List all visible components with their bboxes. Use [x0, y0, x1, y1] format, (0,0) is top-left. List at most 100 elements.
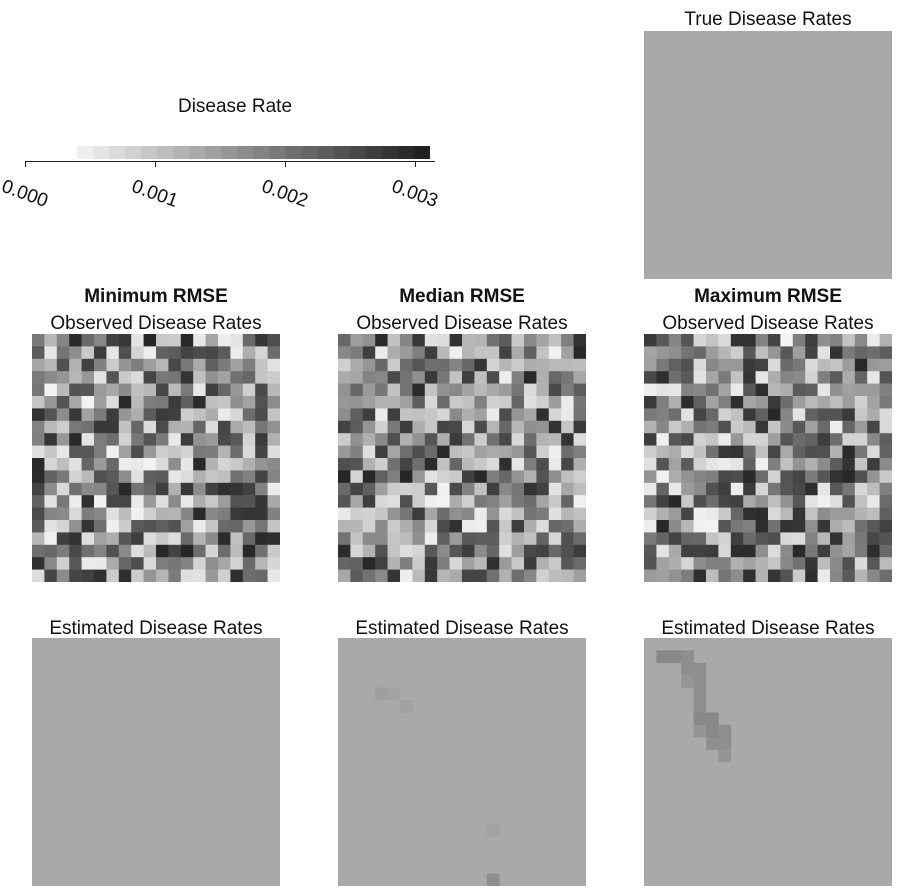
observed-cell — [644, 433, 657, 446]
colorbar-step — [109, 146, 126, 159]
observed-cell — [449, 408, 463, 422]
observed-cell — [143, 495, 157, 508]
observed-cell — [350, 358, 364, 372]
observed-cell — [118, 371, 132, 384]
observed-cell — [768, 383, 781, 397]
observed-cell — [718, 495, 732, 508]
observed-cell — [499, 532, 512, 546]
observed-cell — [548, 557, 562, 570]
observed-cell — [350, 569, 364, 582]
observed-cell — [168, 445, 182, 459]
observed-cell — [524, 532, 537, 546]
observed-cell — [449, 557, 463, 570]
observed-cell — [412, 371, 426, 384]
observed-cell — [412, 520, 426, 533]
observed-cell — [867, 520, 880, 533]
observed-cell — [830, 346, 843, 360]
observed-cell — [156, 520, 169, 533]
observed-cell — [437, 544, 450, 558]
observed-cell — [842, 557, 856, 570]
observed-cell — [536, 495, 550, 508]
observed-cell — [106, 408, 120, 422]
observed-cell — [548, 408, 562, 422]
observed-cell — [511, 420, 525, 434]
observed-cell — [768, 495, 781, 508]
observed-cell — [573, 383, 586, 397]
observed-cell — [180, 396, 194, 409]
observed-cell — [180, 433, 194, 446]
observed-cell — [830, 334, 843, 347]
observed-cell — [118, 520, 132, 533]
observed-cell — [792, 520, 806, 533]
observed-cell — [743, 420, 756, 434]
observed-cell — [668, 433, 682, 446]
observed-cell — [486, 470, 500, 484]
observed-cell — [362, 346, 376, 360]
observed-cell — [474, 495, 488, 508]
observed-cell — [168, 334, 182, 347]
observed-cell — [668, 383, 682, 397]
observed-cell — [449, 532, 463, 546]
observed-cell — [106, 445, 120, 459]
observed-cell — [561, 420, 574, 434]
observed-cell — [400, 334, 413, 347]
observed-cell — [668, 420, 682, 434]
observed-cell — [486, 420, 500, 434]
observed-cell — [462, 445, 475, 459]
observed-cell — [573, 482, 586, 496]
observed-cell — [548, 495, 562, 508]
observed-cell — [706, 396, 719, 409]
observed-cell — [474, 433, 488, 446]
observed-cell — [387, 458, 401, 471]
observed-cell — [230, 520, 244, 533]
observed-cell — [205, 532, 219, 546]
observed-cell — [854, 557, 868, 570]
observed-cell — [449, 371, 463, 384]
observed-cell — [681, 532, 694, 546]
observed-cell — [400, 433, 413, 446]
observed-cell — [768, 433, 781, 446]
observed-cell — [573, 544, 586, 558]
observed-cell — [32, 334, 45, 347]
observed-cell — [681, 371, 694, 384]
observed-cell — [424, 544, 438, 558]
observed-cell — [842, 544, 856, 558]
observed-cell — [106, 532, 120, 546]
observed-cell — [743, 346, 756, 360]
observed-cell — [718, 334, 732, 347]
observed-cell — [511, 569, 525, 582]
estimated-cell — [656, 650, 670, 664]
observed-cell — [499, 433, 512, 446]
observed-cell — [412, 396, 426, 409]
observed-cell — [193, 458, 206, 471]
observed-cell — [486, 495, 500, 508]
observed-cell — [817, 371, 831, 384]
observed-cell — [548, 334, 562, 347]
observed-cell — [730, 458, 744, 471]
observed-cell — [743, 445, 756, 459]
observed-cell — [573, 346, 586, 360]
colorbar-gradient — [77, 146, 430, 159]
observed-cell — [255, 470, 268, 484]
colorbar-tick — [285, 161, 286, 167]
observed-cell — [168, 408, 182, 422]
observed-cell — [768, 470, 781, 484]
observed-cell — [561, 346, 574, 360]
observed-cell — [792, 470, 806, 484]
observed-cell — [706, 445, 719, 459]
observed-cell — [743, 358, 756, 372]
estimated-cell — [693, 724, 707, 738]
observed-cell — [193, 445, 206, 459]
observed-cell — [168, 507, 182, 521]
observed-cell — [387, 495, 401, 508]
observed-cell — [718, 470, 732, 484]
observed-cell — [524, 371, 537, 384]
estimated-cell — [693, 700, 707, 713]
observed-cell — [218, 569, 231, 582]
observed-cell — [511, 557, 525, 570]
observed-cell — [780, 383, 794, 397]
observed-cell — [730, 371, 744, 384]
observed-cell — [499, 482, 512, 496]
observed-cell — [768, 420, 781, 434]
observed-cell — [499, 458, 512, 471]
